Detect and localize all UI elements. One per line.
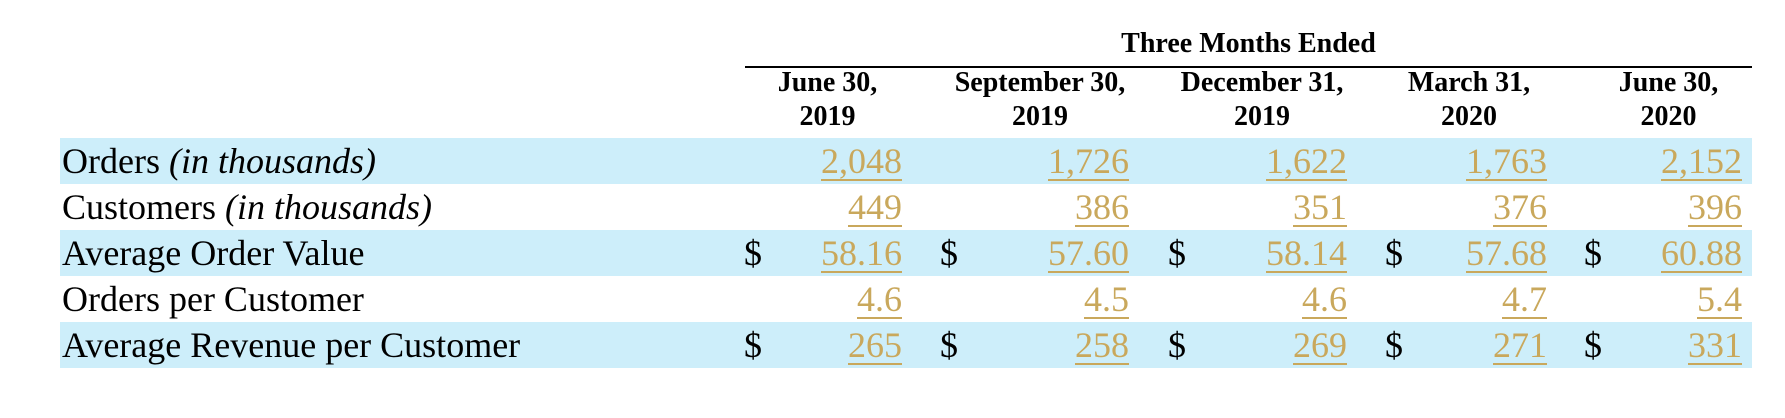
- value-cell[interactable]: 4.7: [1502, 279, 1547, 319]
- value-cell[interactable]: 271: [1493, 325, 1547, 365]
- column-header-jun-2019: June 30, 2019: [777, 67, 878, 132]
- value-cell[interactable]: 2,152: [1661, 141, 1742, 181]
- value-cell[interactable]: 1,726: [1048, 141, 1129, 181]
- currency-symbol: $: [1584, 325, 1602, 365]
- row-label: Average Order Value: [62, 233, 365, 273]
- currency-symbol: $: [1168, 233, 1186, 273]
- value-cell[interactable]: 258: [1075, 325, 1129, 365]
- value-cell[interactable]: 60.88: [1661, 233, 1742, 273]
- value-cell[interactable]: 396: [1688, 187, 1742, 227]
- row-label: Average Revenue per Customer: [62, 325, 521, 365]
- value-cell[interactable]: 1,763: [1466, 141, 1547, 181]
- table-row-customers: Customers (in thousands) 449 386 351 376…: [60, 184, 1752, 230]
- currency-symbol: $: [940, 233, 958, 273]
- currency-symbol: $: [744, 233, 762, 273]
- value-cell[interactable]: 269: [1293, 325, 1347, 365]
- row-label: Orders (in thousands): [62, 141, 376, 181]
- value-cell[interactable]: 4.6: [1302, 279, 1347, 319]
- row-label: Customers (in thousands): [62, 187, 433, 227]
- column-header-mar-2020: March 31, 2020: [1407, 67, 1531, 132]
- currency-symbol: $: [940, 325, 958, 365]
- group-title: Three Months Ended: [1121, 28, 1376, 59]
- value-cell[interactable]: 5.4: [1697, 279, 1742, 319]
- value-cell[interactable]: 57.60: [1048, 233, 1129, 273]
- value-cell[interactable]: 58.16: [821, 233, 902, 273]
- value-cell[interactable]: 351: [1293, 187, 1347, 227]
- value-cell[interactable]: 2,048: [821, 141, 902, 181]
- value-cell[interactable]: 1,622: [1266, 141, 1347, 181]
- value-cell[interactable]: 58.14: [1266, 233, 1347, 273]
- value-cell[interactable]: 4.5: [1084, 279, 1129, 319]
- table-row-orders-per-customer: Orders per Customer 4.6 4.5 4.6 4.7 5.4: [60, 276, 1752, 322]
- table-row-orders: Orders (in thousands) 2,048 1,726 1,622 …: [60, 138, 1752, 184]
- value-cell[interactable]: 376: [1493, 187, 1547, 227]
- table-row-average-revenue-per-customer: Average Revenue per Customer $ 265 $ 258…: [60, 322, 1752, 368]
- value-cell[interactable]: 331: [1688, 325, 1742, 365]
- value-cell[interactable]: 386: [1075, 187, 1129, 227]
- group-underline: [745, 66, 1752, 68]
- currency-symbol: $: [1385, 233, 1403, 273]
- column-header-dec-2019: December 31, 2019: [1180, 67, 1344, 132]
- column-header-sep-2019: September 30, 2019: [954, 67, 1126, 132]
- row-label: Orders per Customer: [62, 279, 364, 319]
- value-cell[interactable]: 449: [848, 187, 902, 227]
- currency-symbol: $: [1168, 325, 1186, 365]
- value-cell[interactable]: 4.6: [857, 279, 902, 319]
- currency-symbol: $: [744, 325, 762, 365]
- value-cell[interactable]: 57.68: [1466, 233, 1547, 273]
- currency-symbol: $: [1584, 233, 1602, 273]
- currency-symbol: $: [1385, 325, 1403, 365]
- value-cell[interactable]: 265: [848, 325, 902, 365]
- table-row-average-order-value: Average Order Value $ 58.16 $ 57.60 $ 58…: [60, 230, 1752, 276]
- column-header-jun-2020: June 30, 2020: [1618, 67, 1719, 132]
